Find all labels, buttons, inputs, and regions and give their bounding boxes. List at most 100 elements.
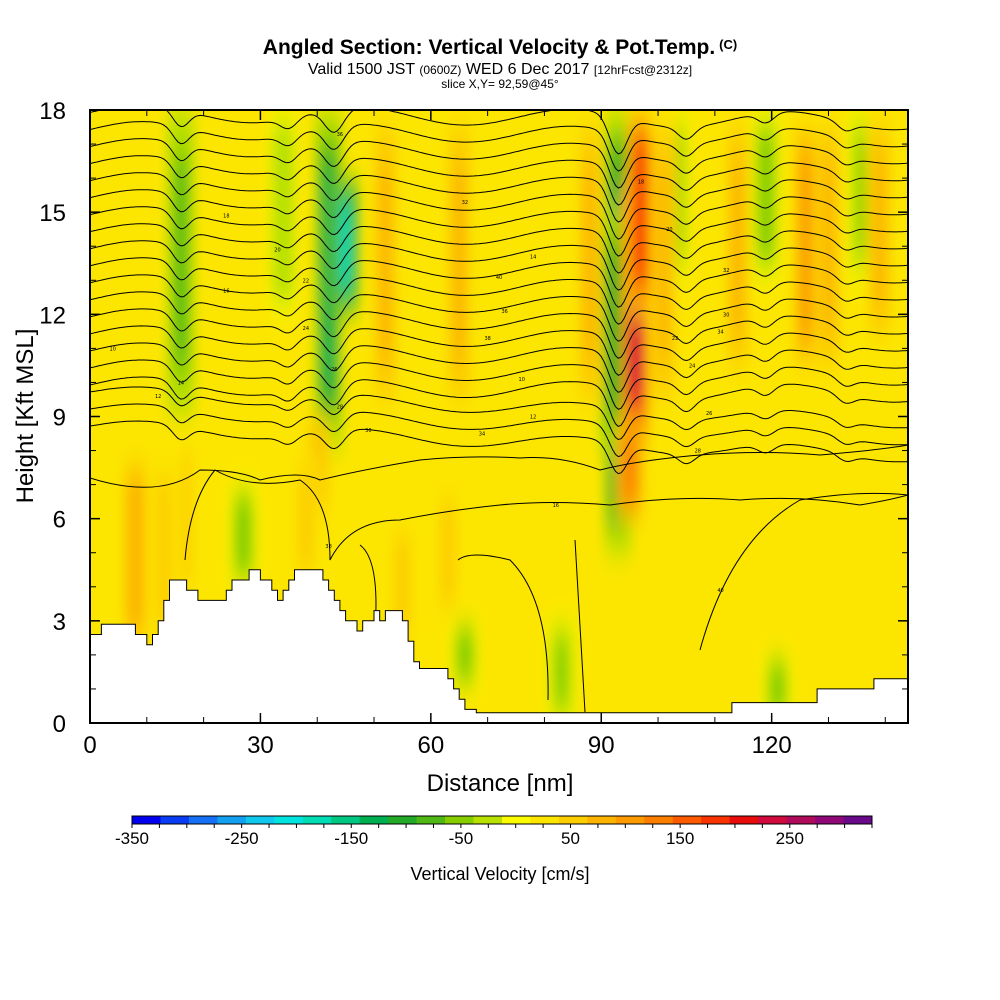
isentropes: 10 12 14 16 18 20 22 24 26 28 30 32 34 36 38 40 10 12 14 16…	[90, 110, 908, 713]
updraft-cell	[635, 146, 647, 278]
slice-info: slice X,Y= 92,59@45°	[441, 77, 559, 91]
colorbar-swatch	[359, 816, 389, 824]
x-axis-label: Distance [nm]	[427, 770, 574, 797]
isentrope-line	[457, 554, 549, 701]
isentrope-label: 30	[723, 312, 729, 318]
isentrope-line	[90, 325, 908, 376]
colorbar-label: Vertical Velocity [cm/s]	[410, 864, 589, 884]
isentrope-line	[90, 444, 908, 488]
downdraft-cell	[459, 633, 471, 677]
colorbar-swatch	[416, 816, 446, 824]
colorbar-swatch	[729, 816, 759, 824]
isentrope-label: 32	[723, 268, 729, 274]
isentrope-label: 36	[501, 309, 507, 315]
isentrope-label: 16	[223, 288, 229, 294]
updraft-cell	[442, 509, 454, 597]
colorbar-swatch	[587, 816, 617, 824]
isentrope-line	[574, 539, 586, 713]
colorbar-tick-label: 50	[561, 829, 580, 848]
isentrope-label: 36	[337, 132, 343, 138]
colorbar-tick-label: -350	[115, 829, 149, 848]
colorbar-swatch	[274, 816, 304, 824]
isentrope-line	[90, 172, 908, 223]
isentrope-line	[184, 469, 908, 561]
isentrope-line	[90, 110, 908, 155]
isentrope-label: 30	[365, 428, 371, 434]
colorbar-swatch	[445, 816, 475, 824]
isentrope-line	[90, 121, 908, 172]
isentrope-line	[90, 308, 908, 359]
downdraft-cell	[323, 171, 335, 390]
x-tick-label: 60	[417, 732, 444, 759]
isentrope-label: 12	[155, 394, 161, 400]
isentrope-line	[90, 291, 908, 342]
isentrope-line	[90, 420, 908, 475]
isentrope-line	[90, 155, 908, 206]
colorbar: -350 -250 -150 -50 50 150 250	[115, 815, 873, 848]
colorbar-swatch	[615, 816, 645, 824]
chart-subtitle: Valid 1500 JST (0600Z) WED 6 Dec 2017 [1…	[0, 61, 1000, 79]
isentrope-label: 14	[178, 380, 184, 386]
y-tick-label: 18	[39, 98, 66, 125]
colorbar-tick-label: 250	[776, 829, 804, 848]
isentrope-label: 40	[717, 588, 723, 594]
colorbar-tick-label: 150	[666, 829, 694, 848]
isentrope-label: 20	[274, 248, 280, 254]
isentrope-label: 40	[496, 275, 502, 281]
isentrope-label: 28	[695, 449, 701, 455]
isentrope-line	[90, 359, 908, 410]
updraft-cell	[396, 543, 408, 631]
isentrope-label: 38	[325, 544, 331, 550]
downdraft-cell	[555, 639, 567, 705]
isentrope-label: 16	[553, 503, 559, 509]
isentrope-label: 10	[519, 377, 525, 383]
updraft-cell	[800, 159, 812, 334]
chart-title-text: Angled Section: Vertical Velocity & Pot.…	[262, 36, 716, 59]
isentrope-label: 12	[530, 415, 536, 421]
plot-area: 10 12 14 16 18 20 22 24 26 28 30 32 34 36 38 40 10 12 14 16…	[90, 110, 908, 723]
downdraft-cell	[607, 255, 619, 408]
x-tick-label: 90	[588, 732, 615, 759]
isentrope-label: 18	[638, 180, 644, 186]
colorbar-swatch	[388, 816, 418, 824]
y-tick-label: 15	[39, 200, 66, 227]
velocity-cells	[121, 110, 894, 723]
chart-title-unit: (C)	[719, 37, 738, 52]
x-tick-label: 120	[752, 732, 792, 759]
isentrope-label: 34	[479, 432, 485, 438]
colorbar-swatch	[815, 816, 845, 824]
y-tick-label: 3	[53, 609, 66, 636]
isentrope-label: 38	[484, 336, 490, 342]
colorbar-frame	[131, 815, 873, 825]
x-tick-label: 30	[247, 732, 274, 759]
colorbar-swatch	[160, 816, 190, 824]
colorbar-swatch	[644, 816, 674, 824]
isentrope-line	[90, 403, 908, 458]
isentrope-line	[90, 257, 908, 308]
isentrope-label: 24	[689, 363, 695, 369]
updraft-cell	[129, 487, 141, 619]
updraft-cell	[874, 152, 886, 306]
isentrope-label: 20	[666, 227, 672, 233]
chart-title: Angled Section: Vertical Velocity & Pot.…	[0, 36, 1000, 60]
colorbar-tick-label: -50	[449, 829, 474, 848]
updraft-cell	[300, 475, 312, 563]
isentrope-line	[90, 342, 908, 393]
colorbar-swatch	[843, 816, 873, 824]
isentrope-label: 18	[223, 214, 229, 220]
isentrope-label: 26	[331, 367, 337, 373]
colorbar-swatch	[786, 816, 816, 824]
colorbar-swatch	[701, 816, 731, 824]
isentrope-label: 14	[530, 254, 536, 260]
downdraft-cell	[760, 140, 772, 250]
colorbar-swatch	[302, 816, 332, 824]
colorbar-swatch	[530, 816, 560, 824]
terrain	[90, 569, 908, 723]
isentrope-line	[90, 206, 908, 257]
isentrope-line	[90, 240, 908, 291]
colorbar-tick-label: -150	[334, 829, 368, 848]
updraft-cell	[624, 434, 636, 501]
isentrope-label: 32	[462, 200, 468, 206]
colorbar-swatch	[502, 816, 531, 824]
